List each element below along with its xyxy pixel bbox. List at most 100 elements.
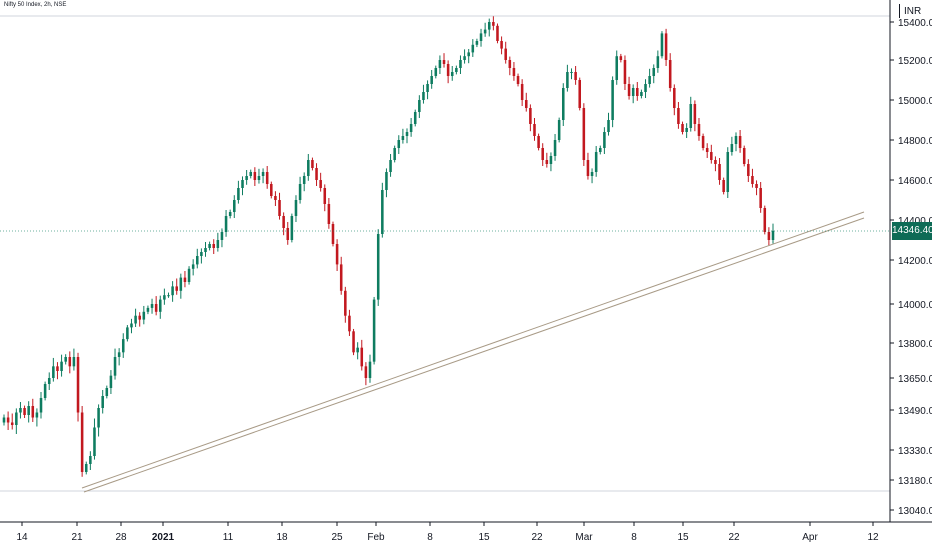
candle-body	[327, 204, 331, 224]
candle-body	[179, 277, 183, 291]
candle-body	[467, 52, 470, 57]
candle-body	[557, 120, 561, 140]
candle-body	[430, 76, 433, 84]
x-tick-label: 18	[276, 532, 288, 543]
candle-body	[167, 295, 170, 297]
candle-body	[561, 88, 565, 120]
y-tick-label: 13490.00	[898, 406, 932, 417]
candle-body	[533, 124, 536, 136]
candle-body	[171, 286, 174, 296]
candle-body	[364, 366, 368, 378]
x-tick-label: 14	[16, 532, 28, 543]
candle-body	[372, 299, 376, 362]
candle-body	[549, 156, 553, 164]
candle-body	[496, 25, 499, 41]
candle-body	[701, 136, 705, 148]
candle-body	[89, 456, 92, 464]
x-tick-label: Mar	[575, 532, 593, 543]
candle-body	[500, 41, 503, 49]
candle-body	[39, 398, 43, 413]
x-tick-label: 25	[331, 532, 343, 543]
candle-body	[619, 56, 623, 60]
candle-body	[249, 172, 253, 176]
candle-body	[479, 33, 483, 41]
candle-body	[504, 48, 507, 60]
candle-body	[241, 180, 244, 188]
candle-body	[475, 41, 479, 45]
candle-body	[434, 68, 438, 76]
candle-body	[208, 244, 211, 248]
candle-body	[261, 172, 265, 176]
candle-body	[228, 212, 232, 216]
candle-body	[352, 331, 355, 353]
candle-body	[187, 268, 191, 282]
candle-body	[117, 352, 121, 357]
candle-body	[64, 357, 67, 362]
y-tick-label: 13330.00	[898, 446, 932, 457]
candle-body	[101, 396, 104, 408]
candle-body	[516, 76, 520, 84]
candle-body	[121, 339, 125, 353]
candle-body	[134, 315, 137, 324]
y-tick-label: 14200.00	[898, 256, 932, 267]
candle-body	[590, 172, 594, 176]
candle-body	[274, 196, 277, 200]
candle-body	[368, 361, 372, 378]
x-tick-label: 22	[728, 532, 740, 543]
candle-body	[438, 60, 442, 68]
candle-body	[755, 184, 758, 188]
candle-body	[298, 184, 302, 200]
y-tick-label: 13650.00	[898, 374, 932, 385]
candle-body	[257, 176, 261, 180]
candle-body	[142, 311, 146, 320]
candle-body	[15, 412, 18, 425]
x-tick-label: 15	[478, 532, 490, 543]
candle-body	[603, 132, 606, 148]
candle-body	[570, 72, 573, 73]
candle-body	[200, 252, 203, 256]
candle-body	[68, 357, 72, 367]
candle-body	[323, 188, 327, 204]
candle-body	[771, 230, 775, 240]
candle-body	[154, 304, 158, 312]
trendline-upper	[81, 211, 865, 489]
x-tick-label: 2021	[152, 532, 175, 543]
candle-body	[360, 347, 364, 367]
candle-body	[681, 124, 684, 132]
candle-body	[673, 88, 676, 108]
candle-body	[56, 366, 59, 371]
y-tick-label: 15200.00	[898, 56, 932, 67]
candle-body	[553, 140, 557, 156]
candle-body	[738, 136, 742, 148]
candle-body	[660, 33, 664, 57]
candle-body	[84, 464, 88, 472]
candle-body	[52, 366, 55, 378]
candle-body	[381, 190, 384, 234]
candle-body	[763, 208, 767, 232]
candle-body	[339, 264, 343, 291]
candle-body	[286, 228, 290, 240]
candle-body	[594, 152, 598, 172]
candle-body	[237, 188, 240, 200]
candle-body	[574, 72, 577, 80]
candle-body	[331, 224, 335, 244]
candle-body	[718, 164, 721, 180]
candle-body	[113, 357, 117, 376]
candle-body	[685, 128, 688, 132]
candle-body	[599, 148, 602, 152]
candle-body	[245, 176, 248, 180]
candle-body	[405, 132, 409, 136]
candle-body	[204, 248, 207, 252]
candle-body	[418, 100, 421, 112]
candle-body	[105, 388, 109, 396]
candle-body	[450, 72, 454, 76]
candle-body	[97, 408, 100, 428]
x-tick-label: 11	[223, 532, 234, 543]
candle-body	[413, 112, 417, 124]
y-tick-label: 13040.00	[898, 506, 932, 517]
y-tick-label: 14800.00	[898, 136, 932, 147]
candle-body	[282, 216, 285, 228]
y-tick-label: 13800.00	[898, 339, 932, 350]
